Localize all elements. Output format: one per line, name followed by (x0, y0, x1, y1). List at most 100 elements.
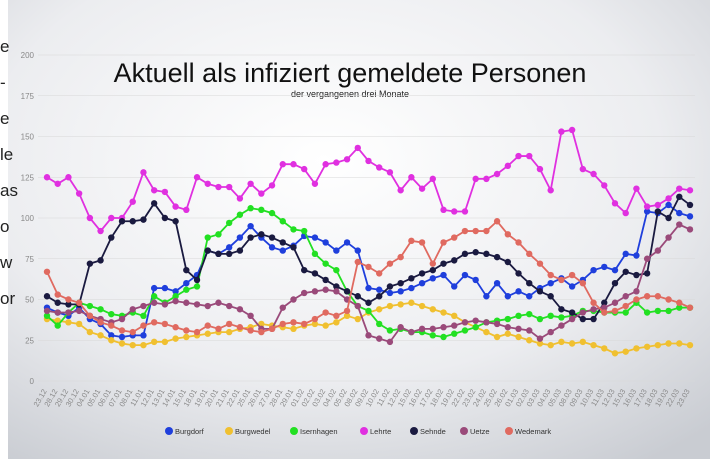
data-point (151, 300, 157, 306)
data-point (419, 326, 425, 332)
data-point (194, 174, 200, 180)
data-point (280, 161, 286, 167)
data-point (258, 329, 264, 335)
data-point (151, 319, 157, 325)
data-point (205, 331, 211, 337)
data-point (87, 313, 93, 319)
data-point (580, 166, 586, 172)
data-point (151, 285, 157, 291)
data-point (655, 308, 661, 314)
data-point (55, 300, 61, 306)
data-point (280, 239, 286, 245)
data-point (623, 348, 629, 354)
data-point (162, 321, 168, 327)
data-point (472, 317, 478, 323)
data-point (440, 309, 446, 315)
data-point (55, 322, 61, 328)
data-point (237, 212, 243, 218)
data-point (355, 316, 361, 322)
data-point (183, 327, 189, 333)
data-point (301, 166, 307, 172)
data-point (355, 247, 361, 253)
data-point (376, 293, 382, 299)
data-point (172, 298, 178, 304)
data-point (665, 308, 671, 314)
data-point (462, 319, 468, 325)
data-point (483, 319, 489, 325)
data-point (226, 321, 232, 327)
data-point (76, 300, 82, 306)
data-point (408, 174, 414, 180)
data-point (172, 218, 178, 224)
data-point (76, 190, 82, 196)
data-point (419, 280, 425, 286)
y-tick-label: 25 (25, 336, 34, 345)
legend-label: Wedemark (515, 427, 551, 436)
data-point (108, 337, 114, 343)
data-point (322, 287, 328, 293)
data-point (247, 313, 253, 319)
data-point (130, 306, 136, 312)
data-point (108, 215, 114, 221)
legend-label: Burgwedel (235, 427, 271, 436)
data-point (633, 252, 639, 258)
data-point (526, 327, 532, 333)
data-point (162, 215, 168, 221)
data-point (355, 259, 361, 265)
data-point (397, 187, 403, 193)
data-point (612, 300, 618, 306)
data-point (494, 171, 500, 177)
data-point (483, 293, 489, 299)
legend-marker (290, 427, 298, 435)
data-point (269, 326, 275, 332)
y-tick-label: 175 (21, 92, 35, 101)
data-point (558, 128, 564, 134)
data-point (140, 303, 146, 309)
data-point (451, 257, 457, 263)
data-point (558, 277, 564, 283)
data-point (558, 339, 564, 345)
data-point (526, 280, 532, 286)
data-point (44, 174, 50, 180)
data-point (655, 208, 661, 214)
data-point (505, 293, 511, 299)
side-fragment: e (0, 37, 9, 56)
data-point (537, 335, 543, 341)
data-point (215, 251, 221, 257)
data-point (119, 340, 125, 346)
legend-marker (505, 427, 513, 435)
data-point (665, 195, 671, 201)
data-point (205, 181, 211, 187)
data-point (665, 340, 671, 346)
data-point (612, 280, 618, 286)
data-point (258, 207, 264, 213)
data-point (633, 185, 639, 191)
data-point (97, 257, 103, 263)
data-point (333, 288, 339, 294)
data-point (462, 251, 468, 257)
data-point (451, 208, 457, 214)
data-point (430, 332, 436, 338)
data-point (333, 267, 339, 273)
data-point (194, 329, 200, 335)
data-point (505, 316, 511, 322)
data-point (462, 327, 468, 333)
data-point (440, 334, 446, 340)
y-tick-label: 200 (21, 51, 35, 60)
data-point (322, 277, 328, 283)
data-point (494, 280, 500, 286)
data-point (97, 228, 103, 234)
data-point (569, 309, 575, 315)
data-point (430, 260, 436, 266)
data-point (55, 309, 61, 315)
data-point (633, 345, 639, 351)
data-point (183, 334, 189, 340)
data-point (472, 176, 478, 182)
data-point (162, 301, 168, 307)
data-point (676, 194, 682, 200)
data-point (183, 300, 189, 306)
data-point (183, 287, 189, 293)
data-point (247, 234, 253, 240)
y-tick-label: 100 (21, 214, 35, 223)
data-point (119, 218, 125, 224)
